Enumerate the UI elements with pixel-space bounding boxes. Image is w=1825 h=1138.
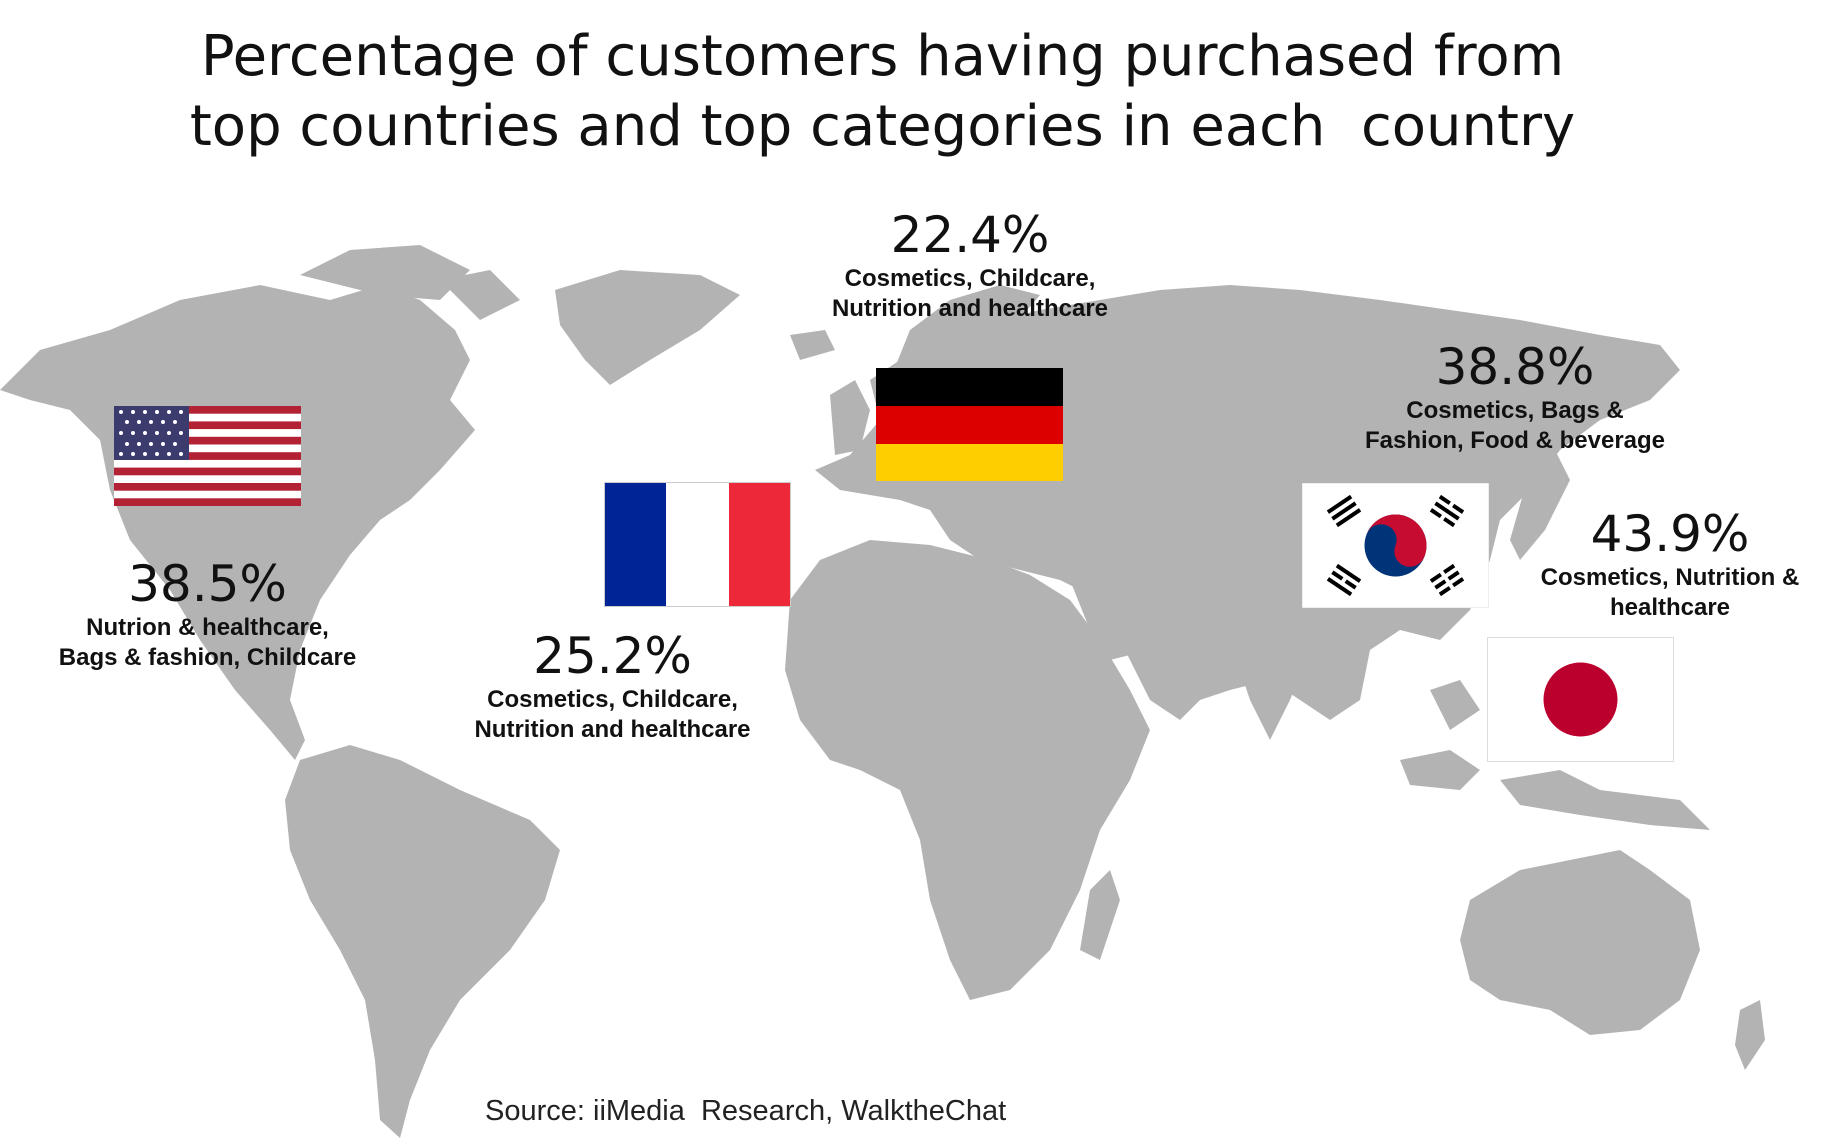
germany-categories: Cosmetics, Childcare, Nutrition and heal… bbox=[831, 265, 1109, 322]
germany-flag-icon bbox=[876, 368, 1063, 481]
australia-landmass bbox=[1460, 850, 1700, 1035]
greenland-landmass bbox=[555, 270, 740, 385]
korea-percent: 38.8% bbox=[1435, 338, 1595, 396]
scandinavia-landmass bbox=[890, 285, 1040, 395]
north-america-landmass bbox=[0, 285, 475, 760]
france-stat: 25.2% Cosmetics, Childcare, Nutrition an… bbox=[455, 627, 770, 745]
south-america-landmass bbox=[285, 745, 560, 1138]
japan-categories: Cosmetics, Nutrition & healthcare bbox=[1540, 564, 1800, 621]
title-line-2: top countries and top categories in each… bbox=[189, 94, 1576, 159]
france-flag-icon bbox=[604, 482, 791, 607]
india-landmass bbox=[1230, 620, 1310, 740]
france-percent: 25.2% bbox=[533, 627, 692, 685]
japan-stat: 43.9% Cosmetics, Nutrition & healthcare bbox=[1530, 505, 1810, 623]
madagascar-landmass bbox=[1080, 870, 1120, 960]
korea-stat: 38.8% Cosmetics, Bags & Fashion, Food & … bbox=[1340, 338, 1690, 456]
usa-categories: Nutrion & healthcare, Bags & fashion, Ch… bbox=[58, 614, 357, 671]
source-note: Source: iiMedia Research, WalktheChat bbox=[485, 1095, 1007, 1127]
usa-stat: 38.5% Nutrion & healthcare, Bags & fashi… bbox=[40, 555, 375, 673]
usa-percent: 38.5% bbox=[128, 555, 287, 613]
south-korea-flag-icon bbox=[1302, 483, 1489, 608]
germany-percent: 22.4% bbox=[890, 206, 1050, 264]
japan-flag-icon bbox=[1487, 637, 1674, 762]
france-categories: Cosmetics, Childcare, Nutrition and heal… bbox=[474, 686, 751, 743]
africa-landmass bbox=[785, 540, 1150, 1000]
japan-landmass bbox=[1510, 450, 1570, 560]
usa-flag-icon bbox=[114, 406, 301, 506]
japan-percent: 43.9% bbox=[1590, 505, 1750, 563]
arctic-islands bbox=[300, 245, 470, 300]
germany-stat: 22.4% Cosmetics, Childcare, Nutrition an… bbox=[770, 206, 1170, 324]
korea-categories: Cosmetics, Bags & Fashion, Food & bevera… bbox=[1364, 397, 1666, 454]
title-line-1: Percentage of customers having purchased… bbox=[200, 24, 1565, 89]
uk-landmass bbox=[830, 380, 870, 455]
chart-title: Percentage of customers having purchased… bbox=[0, 22, 1765, 162]
